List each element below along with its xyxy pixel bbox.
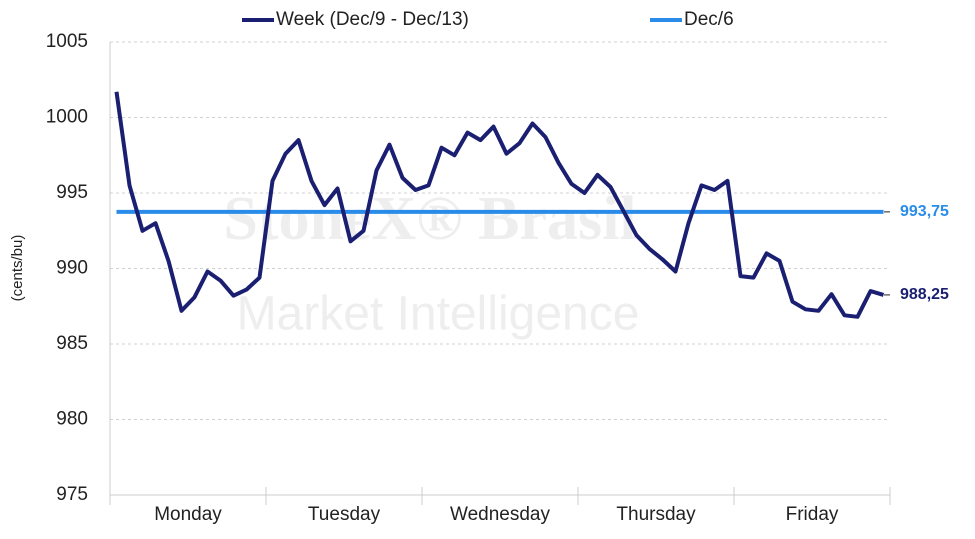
end-label: 988,25 <box>900 286 949 303</box>
watermark: StoneX® Brasil <box>223 185 636 253</box>
day-separators <box>109 487 891 505</box>
y-tick-label: 995 <box>56 182 88 203</box>
x-tick-label: Thursday <box>616 504 696 525</box>
x-tick-label: Monday <box>154 504 222 525</box>
y-tick-label: 975 <box>56 484 88 505</box>
y-tick-label: 990 <box>56 258 88 279</box>
end-label: 993,75 <box>900 203 949 220</box>
series-line <box>114 91 885 319</box>
y-tick-label: 985 <box>56 333 88 354</box>
y-tick-label: 980 <box>56 409 88 430</box>
y-axis-label: (cents/bu) <box>9 235 26 302</box>
x-tick-label: Friday <box>786 504 839 525</box>
x-tick-label: Wednesday <box>450 504 550 525</box>
y-tick-label: 1005 <box>46 31 88 52</box>
watermark: Market Intelligence <box>237 288 640 341</box>
legend-label: Week (Dec/9 - Dec/13) <box>276 9 469 30</box>
y-tick-label: 1000 <box>46 107 88 128</box>
x-tick-label: Tuesday <box>308 504 381 525</box>
legend-label: Dec/6 <box>684 9 734 30</box>
